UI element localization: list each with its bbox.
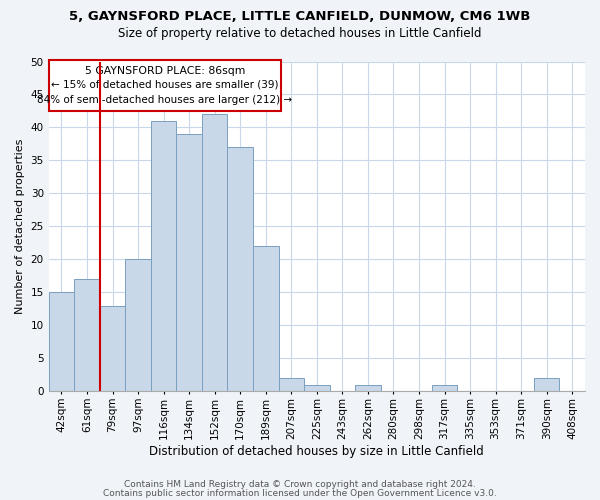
Bar: [202, 114, 227, 392]
Text: 84% of semi-detached houses are larger (212) →: 84% of semi-detached houses are larger (…: [37, 95, 292, 105]
Text: Size of property relative to detached houses in Little Canfield: Size of property relative to detached ho…: [118, 28, 482, 40]
Bar: [534, 378, 559, 392]
X-axis label: Distribution of detached houses by size in Little Canfield: Distribution of detached houses by size …: [149, 444, 484, 458]
Bar: [227, 147, 253, 392]
Bar: [151, 121, 176, 392]
Bar: [432, 384, 457, 392]
Text: Contains HM Land Registry data © Crown copyright and database right 2024.: Contains HM Land Registry data © Crown c…: [124, 480, 476, 489]
Bar: [74, 279, 100, 392]
Bar: [176, 134, 202, 392]
Y-axis label: Number of detached properties: Number of detached properties: [15, 138, 25, 314]
Bar: [253, 246, 278, 392]
Bar: [125, 260, 151, 392]
FancyBboxPatch shape: [49, 60, 281, 111]
Text: 5 GAYNSFORD PLACE: 86sqm: 5 GAYNSFORD PLACE: 86sqm: [85, 66, 245, 76]
Bar: [304, 384, 329, 392]
Text: 5, GAYNSFORD PLACE, LITTLE CANFIELD, DUNMOW, CM6 1WB: 5, GAYNSFORD PLACE, LITTLE CANFIELD, DUN…: [70, 10, 530, 23]
Text: ← 15% of detached houses are smaller (39): ← 15% of detached houses are smaller (39…: [51, 80, 278, 90]
Bar: [100, 306, 125, 392]
Bar: [278, 378, 304, 392]
Bar: [355, 384, 380, 392]
Text: Contains public sector information licensed under the Open Government Licence v3: Contains public sector information licen…: [103, 488, 497, 498]
Bar: [49, 292, 74, 392]
